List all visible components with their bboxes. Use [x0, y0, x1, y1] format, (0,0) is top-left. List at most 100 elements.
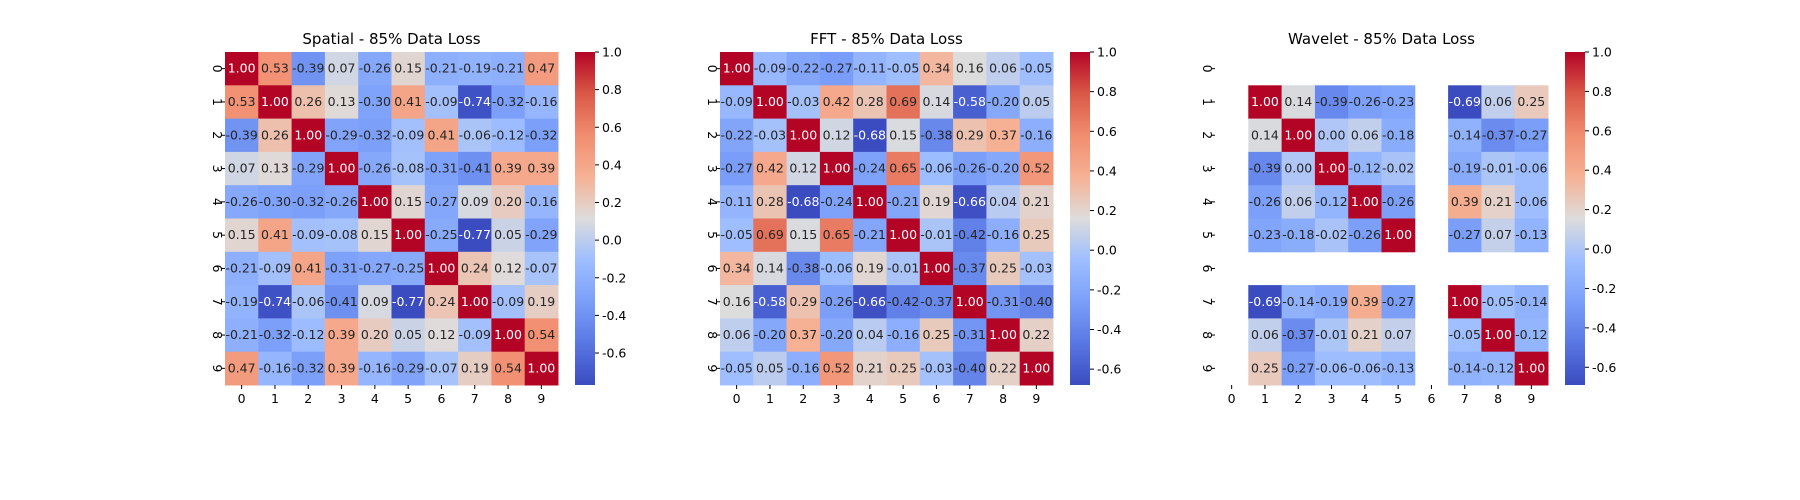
heatmap-cell	[491, 318, 526, 353]
cell-label: 0.37	[789, 327, 817, 342]
y-tick-label: 4	[1200, 198, 1215, 206]
heatmap-cell	[953, 118, 987, 153]
heatmap-cell	[1514, 318, 1549, 353]
cell-label: 1.00	[856, 194, 884, 209]
heatmap-cell	[919, 218, 954, 253]
cell-label: -0.21	[887, 194, 919, 209]
heatmap-cell	[753, 185, 788, 219]
heatmap-cell	[986, 118, 1021, 153]
cell-label: -0.20	[987, 161, 1019, 176]
colorbar-tick-label: -0.6	[1097, 362, 1121, 377]
heatmap-cell	[1481, 285, 1516, 319]
heatmap-cell	[720, 185, 754, 219]
cell-label: 0.39	[328, 360, 356, 375]
cell-label: -0.12	[1315, 194, 1347, 209]
cell-label: 0.41	[261, 227, 289, 242]
heatmap-cell	[291, 85, 326, 120]
heatmap-cell	[258, 85, 293, 120]
heatmap-cell	[524, 151, 559, 186]
heatmap-cell	[358, 151, 392, 186]
heatmap-cell	[1248, 118, 1283, 153]
heatmap-cell	[1514, 151, 1549, 186]
x-tick-label: 7	[1461, 391, 1469, 406]
heatmap-cell	[324, 218, 359, 253]
cell-label: 0.09	[361, 294, 389, 309]
cell-label: -0.31	[987, 294, 1019, 309]
cell-label: 0.21	[1351, 327, 1379, 342]
cell-label: 0.37	[989, 127, 1017, 142]
heatmap-cell	[424, 151, 459, 186]
heatmap-cell	[291, 351, 326, 386]
cell-label: -0.16	[259, 360, 291, 375]
cell-label: 1.00	[461, 294, 489, 309]
cell-label: 0.25	[889, 360, 917, 375]
heatmap-cell	[291, 185, 326, 219]
heatmap-cell	[819, 85, 854, 120]
cell-label: -0.07	[425, 360, 457, 375]
heatmap-cell	[1381, 185, 1416, 219]
colorbar-tick-label: -0.2	[1097, 282, 1121, 297]
y-tick-label: 1	[1200, 98, 1215, 106]
heatmap-cell	[1448, 185, 1482, 219]
cell-label: 0.00	[1318, 127, 1346, 142]
colorbar-tick-label: 0.8	[1097, 84, 1117, 99]
heatmap-cell	[1248, 151, 1283, 186]
heatmap-cell	[491, 218, 526, 253]
cell-label: -0.26	[1349, 227, 1381, 242]
heatmap-cell	[753, 218, 788, 253]
heatmap-cell	[786, 318, 821, 353]
heatmap-cell	[819, 151, 854, 186]
cell-label: 0.41	[394, 94, 422, 109]
colorbar	[1070, 52, 1090, 385]
colorbar-tick-label: -0.2	[1592, 281, 1616, 296]
heatmap-cell	[324, 85, 359, 120]
cell-label: -0.27	[1515, 127, 1547, 142]
cell-label: 0.19	[461, 360, 489, 375]
heatmap-cell	[1348, 351, 1382, 386]
heatmap-cell	[886, 85, 921, 120]
colorbar	[1565, 52, 1585, 385]
cell-label: 1.00	[1351, 194, 1379, 209]
cell-label: 0.07	[328, 61, 356, 76]
cell-label: -0.74	[459, 94, 491, 109]
cell-label: -0.06	[1515, 194, 1547, 209]
heatmap-cell	[720, 251, 754, 286]
cell-label: -0.26	[820, 294, 852, 309]
heatmap-cell	[1448, 85, 1482, 120]
heatmap-cell	[358, 318, 392, 353]
cell-label: -0.19	[1449, 161, 1481, 176]
colorbar-tick-label: 0.2	[1097, 203, 1117, 218]
cell-label: -0.58	[954, 94, 986, 109]
cell-label: 0.05	[1022, 94, 1050, 109]
heatmap-cell	[1019, 218, 1054, 253]
cell-label: -0.41	[325, 294, 357, 309]
cell-label: -0.05	[1449, 327, 1481, 342]
chart-title: Spatial - 85% Data Loss	[302, 30, 480, 48]
heatmap-cell	[720, 351, 754, 386]
colorbar-tick-label: 0.8	[602, 82, 622, 97]
colorbar-tick-label: -0.4	[602, 308, 626, 323]
cell-label: -0.14	[1449, 360, 1481, 375]
heatmap-cell	[986, 52, 1021, 86]
cell-label: 0.06	[1351, 127, 1379, 142]
cell-label: -0.29	[325, 127, 357, 142]
cell-label: -0.12	[1482, 360, 1514, 375]
cell-label: -0.08	[392, 161, 424, 176]
heatmap-cell	[1281, 351, 1316, 386]
cell-label: -0.27	[1282, 360, 1314, 375]
heatmap-cell	[1448, 318, 1482, 353]
cell-label: 1.00	[889, 227, 917, 242]
cell-label: 0.52	[1022, 161, 1050, 176]
heatmap-cell	[1248, 218, 1283, 253]
heatmap-cell	[1481, 318, 1516, 353]
heatmap-cell	[358, 285, 392, 319]
heatmap-cell	[524, 351, 559, 386]
cell-label: -0.21	[225, 260, 257, 275]
heatmap-cell	[1248, 185, 1283, 219]
heatmap-cell	[1248, 85, 1283, 120]
cell-label: -0.30	[359, 94, 391, 109]
x-tick-label: 2	[799, 391, 807, 406]
heatmap-cell	[1281, 185, 1316, 219]
heatmap-cell	[1281, 118, 1316, 153]
heatmap-cell	[919, 318, 954, 353]
